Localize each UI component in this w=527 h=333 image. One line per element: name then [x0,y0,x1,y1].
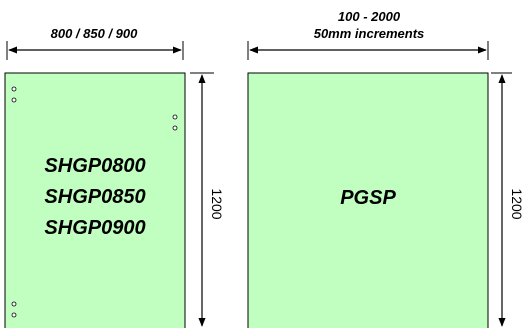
hole-marker [11,312,17,318]
hole-marker [172,114,178,120]
left-code-1: SHGP0800 [44,155,145,177]
left-panel-rect [4,72,186,333]
right-width-label-line1: 100 - 2000 [338,9,401,24]
right-panel-rect [247,72,489,333]
left-width-label: 800 / 850 / 900 [51,26,139,41]
right-height-label: 1200 [509,188,525,219]
left-panel: 800 / 850 / 900 SHGP0800 SHGP0850 SHGP09… [4,26,225,333]
right-panel: 100 - 2000 50mm increments PGSP 1200 [247,9,525,333]
hole-marker [11,97,17,103]
left-height-label: 1200 [209,188,225,219]
left-code-3: SHGP0900 [44,217,145,239]
hole-marker [11,301,17,307]
hole-marker [172,125,178,131]
hole-marker [11,86,17,92]
right-width-label-line2: 50mm increments [314,26,425,41]
left-code-2: SHGP0850 [44,186,145,208]
right-code: PGSP [340,187,396,209]
